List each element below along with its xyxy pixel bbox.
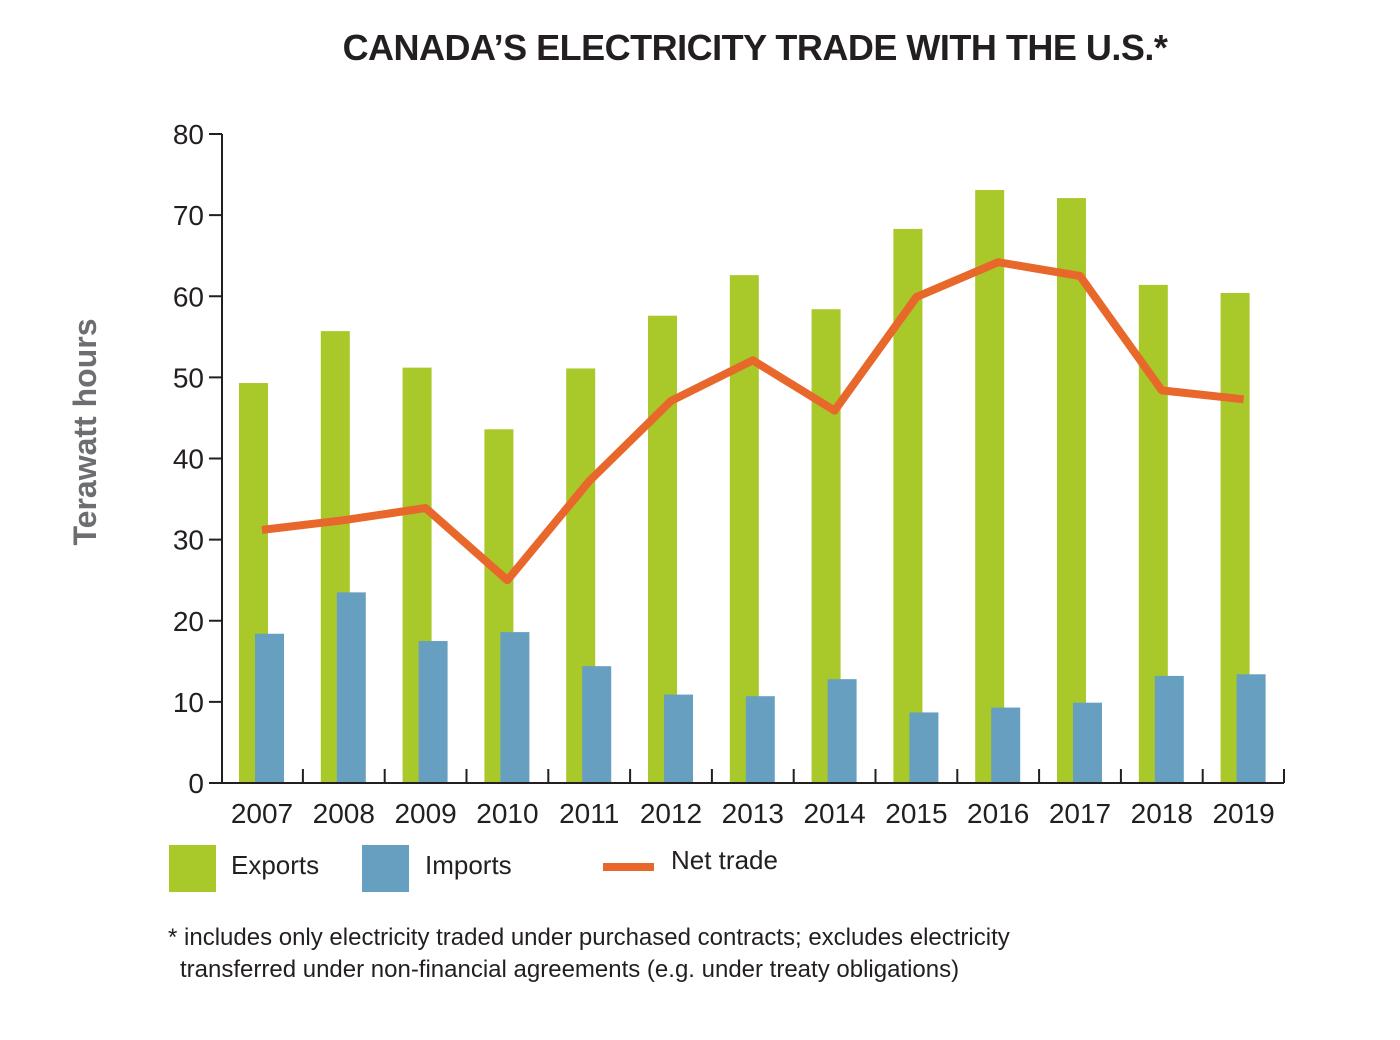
import-bar-2007 <box>255 633 284 783</box>
import-bar-2008 <box>336 592 366 783</box>
x-tick-label-2017: 2017 <box>1049 798 1111 829</box>
x-tick-label-2010: 2010 <box>476 798 538 829</box>
import-bar-2015 <box>909 712 939 783</box>
x-tick-label-2019: 2019 <box>1212 798 1274 829</box>
y-tick-label-60: 60 <box>173 281 204 312</box>
y-tick-label-40: 40 <box>173 444 204 475</box>
import-bar-2010 <box>500 632 530 783</box>
export-bar-2017 <box>1057 198 1086 783</box>
legend-exports-swatch <box>169 845 216 892</box>
import-bar-2011 <box>582 666 612 783</box>
y-tick-label-10: 10 <box>173 687 204 718</box>
y-axis-label: Terawatt hours <box>67 319 103 546</box>
import-bar-2018 <box>1154 675 1184 783</box>
import-bar-2013 <box>745 696 775 783</box>
y-tick-label-0: 0 <box>188 768 204 799</box>
import-bar-2012 <box>664 694 693 783</box>
import-bars <box>255 592 1266 783</box>
x-tick-label-2013: 2013 <box>722 798 784 829</box>
x-tick-label-2008: 2008 <box>313 798 375 829</box>
y-tick-label-50: 50 <box>173 362 204 393</box>
x-ticks: 2007 2008 2009 2010 2011 2012 2013 2014 2015 2016… <box>231 769 1285 829</box>
export-bar-2016 <box>975 189 1005 783</box>
export-bars <box>239 189 1250 783</box>
footnote: * includes only electricity traded under… <box>168 922 1268 986</box>
y-tick-label-20: 20 <box>173 606 204 637</box>
x-tick-label-2011: 2011 <box>559 798 619 829</box>
x-tick-label-2018: 2018 <box>1131 798 1193 829</box>
import-bar-2017 <box>1073 702 1102 783</box>
legend-net-trade-label: Net trade <box>671 845 778 875</box>
footnote-line-2: transferred under non-financial agreemen… <box>180 956 960 983</box>
x-tick-label-2016: 2016 <box>967 798 1029 829</box>
net-trade-series <box>261 258 1245 585</box>
import-bar-2019 <box>1236 674 1266 783</box>
x-tick-label-2009: 2009 <box>394 798 456 829</box>
legend-imports-label: Imports <box>425 850 512 880</box>
y-tick-label-80: 80 <box>173 119 204 150</box>
x-tick-label-2014: 2014 <box>803 798 865 829</box>
x-tick-label-2015: 2015 <box>885 798 947 829</box>
import-bar-2009 <box>418 641 448 783</box>
import-bar-2016 <box>991 707 1021 783</box>
footnote-line-1: * includes only electricity traded under… <box>168 924 1010 951</box>
legend: Exports Imports Net trade <box>169 845 778 892</box>
chart-title: CANADA’S ELECTRICITY TRADE WITH THE U.S.… <box>343 27 1168 68</box>
x-tick-label-2007: 2007 <box>231 798 293 829</box>
legend-imports-swatch <box>362 845 409 892</box>
legend-exports-label: Exports <box>231 850 319 880</box>
y-tick-label-70: 70 <box>173 200 204 231</box>
y-ticks: 0 10 20 30 40 50 60 70 80 <box>173 119 222 799</box>
y-tick-label-30: 30 <box>173 525 204 556</box>
import-bar-2014 <box>827 679 857 783</box>
x-tick-label-2012: 2012 <box>640 798 702 829</box>
